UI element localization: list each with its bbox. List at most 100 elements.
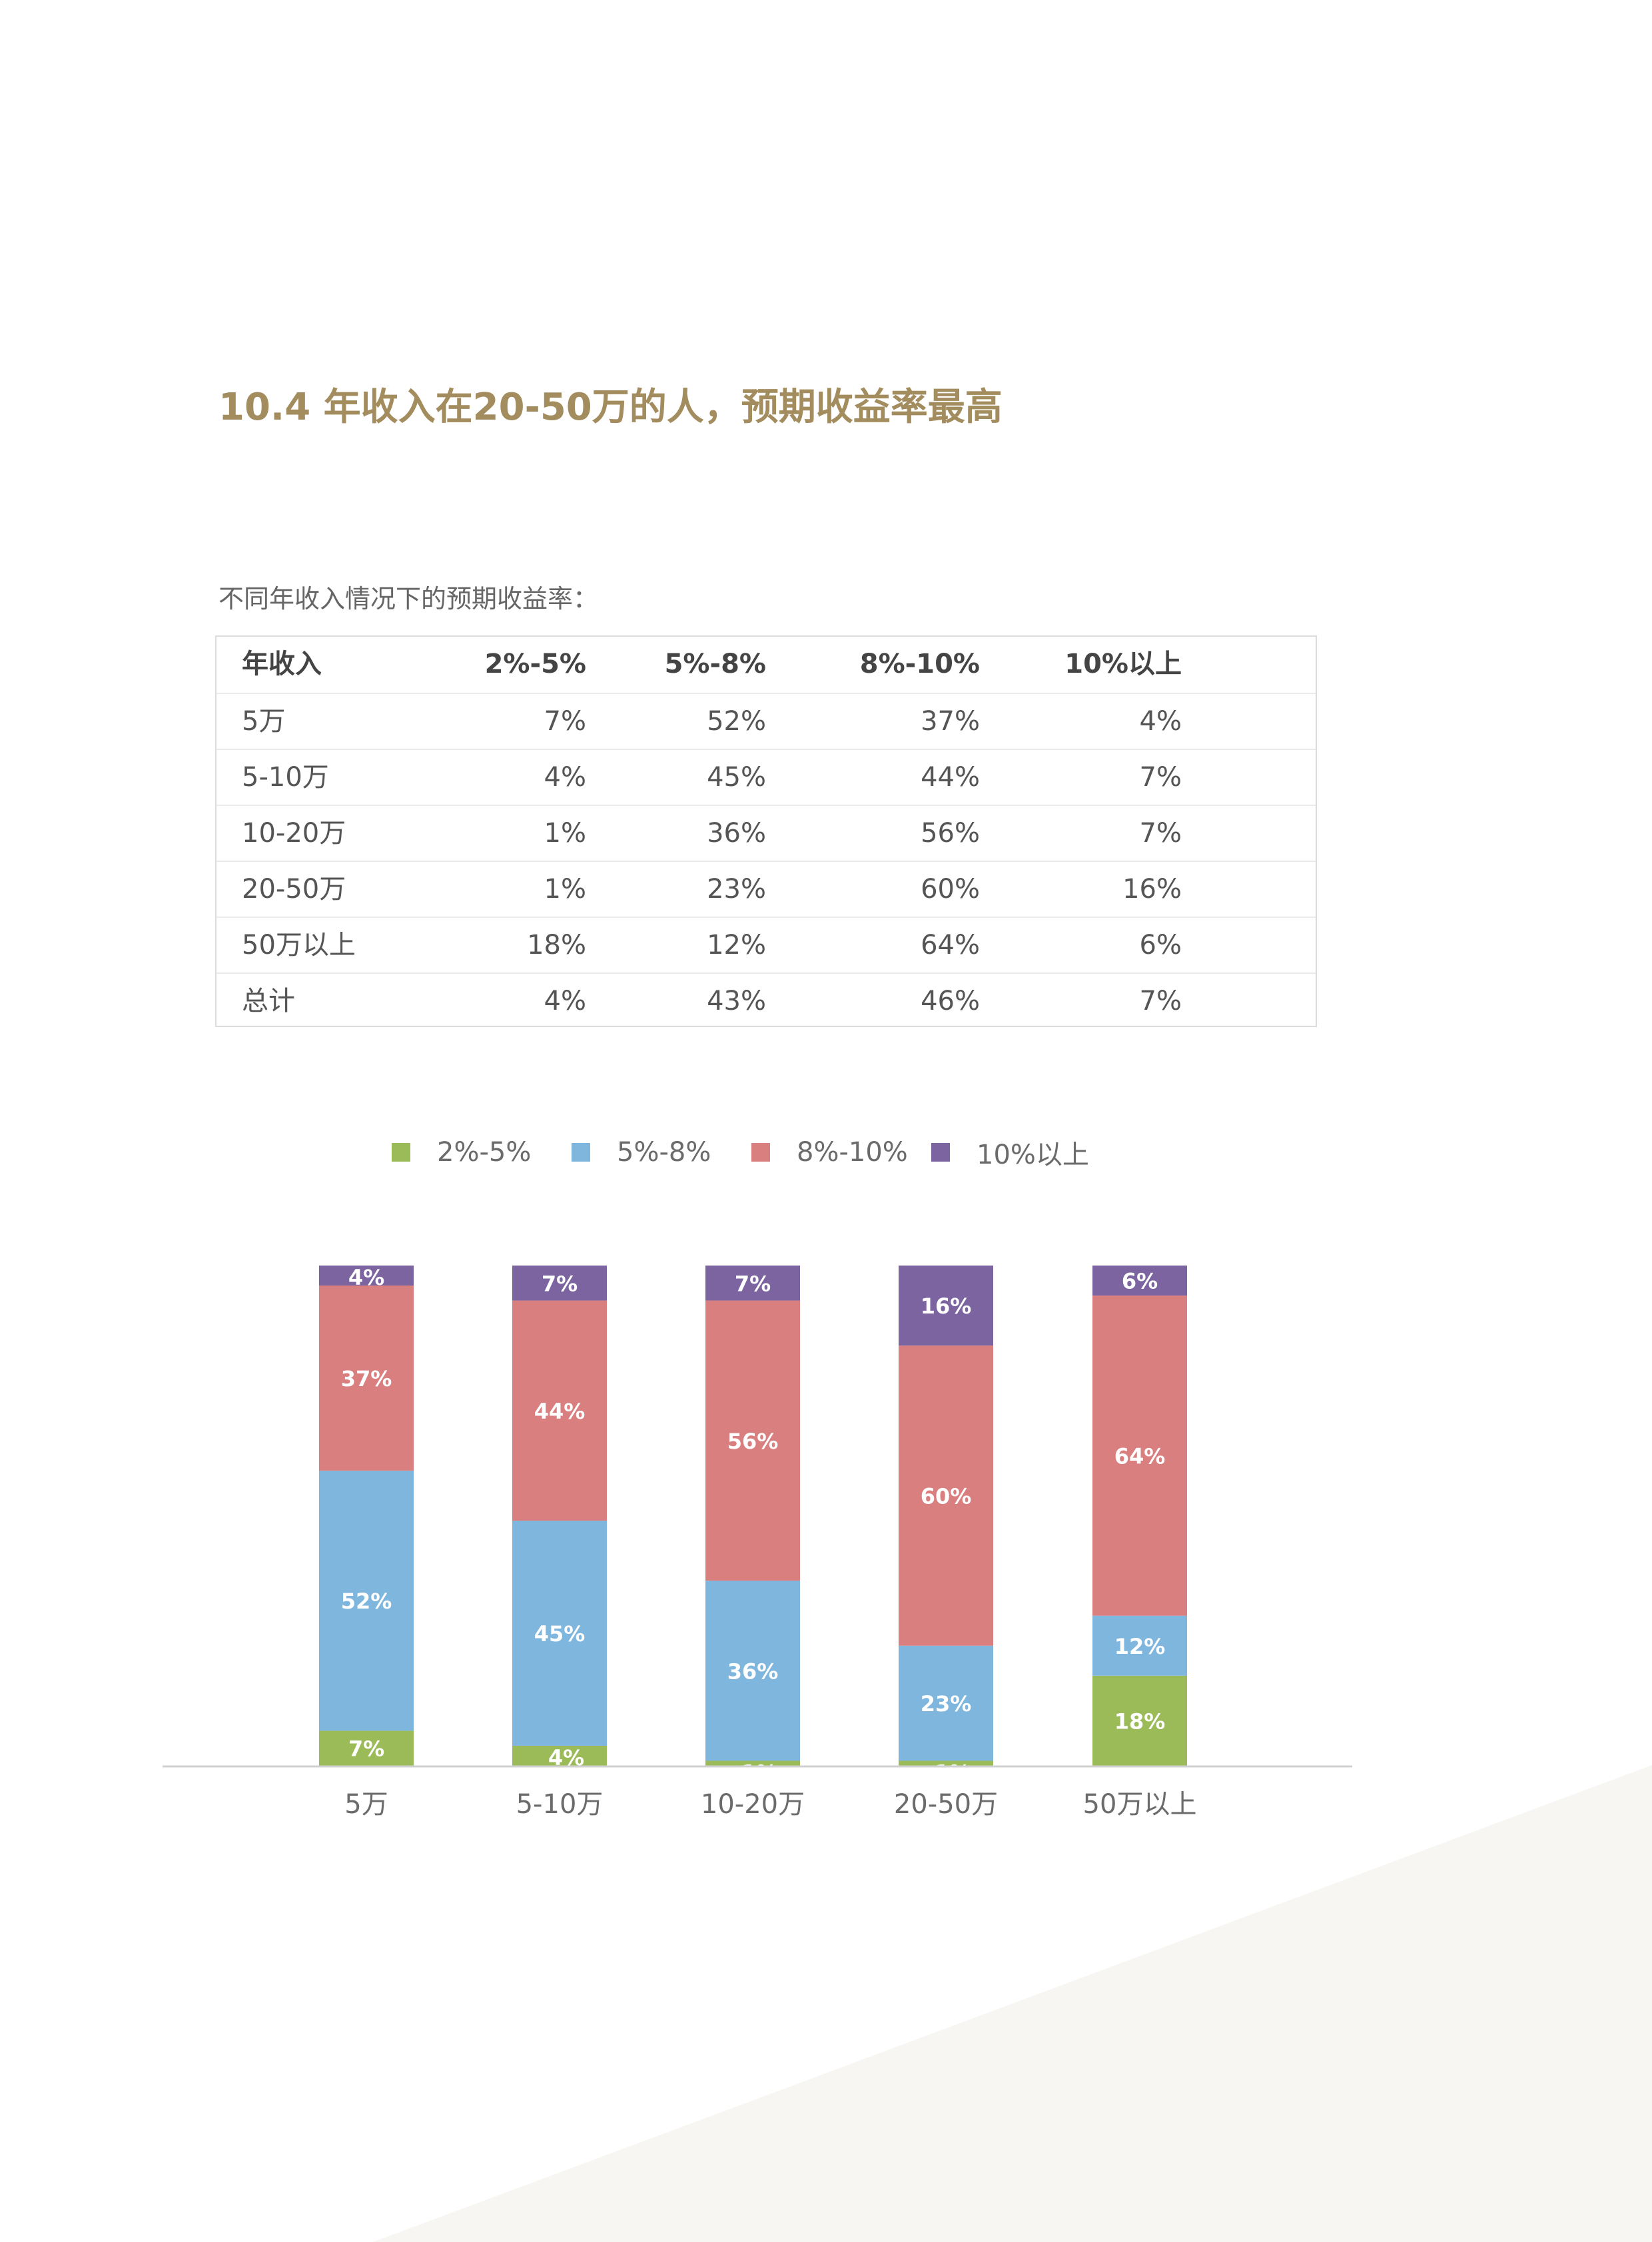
data-label: 1% — [741, 1760, 777, 1785]
data-label: 52% — [341, 1589, 392, 1614]
bar-segment-5-8 — [1092, 1615, 1187, 1676]
table-cell: 45% — [707, 762, 766, 793]
data-label: 44% — [534, 1399, 586, 1424]
x-tick-label: 50万以上 — [1083, 1789, 1197, 1820]
table-row: 5万 7% 52% 37% 4% — [216, 693, 1316, 749]
legend-swatch-8-10 — [751, 1143, 770, 1162]
row-label: 50万以上 — [242, 930, 356, 960]
row-label: 5-10万 — [242, 762, 329, 793]
table-cell: 37% — [921, 706, 980, 737]
x-tick-label: 10-20万 — [701, 1789, 805, 1820]
legend-item-10-plus: 10%以上 — [931, 1132, 1089, 1172]
row-label: 5万 — [242, 706, 286, 737]
legend-swatch-2-5 — [392, 1143, 410, 1162]
bar-segment-2-5 — [705, 1760, 800, 1766]
table-cell: 7% — [544, 706, 586, 737]
bar-stack: 1% 36% 56% 7% — [705, 1266, 800, 1785]
table-cell: 23% — [707, 874, 766, 905]
legend-label-2-5: 2%-5% — [437, 1137, 532, 1168]
table-row: 总计 4% 43% 46% 7% — [216, 972, 1316, 1028]
bar-segment-2-5 — [512, 1745, 607, 1766]
bar-stack: 18% 12% 64% 6% — [1092, 1266, 1187, 1766]
table-row: 50万以上 18% 12% 64% 6% — [216, 917, 1316, 972]
legend-label-8-10: 8%-10% — [797, 1137, 908, 1168]
table-cell: 56% — [921, 818, 980, 849]
page-title: 10.4 年收入在20-50万的人，预期收益率最高 — [218, 386, 1003, 429]
legend-swatch-5-8 — [572, 1143, 590, 1162]
data-label: 60% — [921, 1483, 972, 1509]
header-5-8: 5%-8% — [664, 649, 766, 679]
bar-segment-2-5 — [1092, 1675, 1187, 1766]
table-cell: 4% — [544, 986, 586, 1016]
legend-item-8-10: 8%-10% — [751, 1132, 908, 1172]
x-tick-label: 5万 — [344, 1789, 388, 1820]
data-label: 18% — [1114, 1708, 1166, 1734]
table-cell: 60% — [921, 874, 980, 905]
legend-item-2-5: 2%-5% — [392, 1132, 531, 1172]
bar-segment-8-10 — [319, 1286, 414, 1471]
bar-segment-10-plus — [1092, 1266, 1187, 1296]
header-income: 年收入 — [242, 649, 322, 679]
table-cell: 4% — [544, 762, 586, 793]
table-row: 20-50万 1% 23% 60% 16% — [216, 861, 1316, 917]
table-cell: 64% — [921, 930, 980, 960]
header-2-5: 2%-5% — [484, 649, 586, 679]
bar-segment-8-10 — [512, 1300, 607, 1521]
bar-segment-10-plus — [512, 1266, 607, 1301]
data-label: 64% — [1114, 1443, 1166, 1469]
bar-segment-2-5 — [899, 1760, 993, 1766]
table-cell: 52% — [707, 706, 766, 737]
table-row: 5-10万 4% 45% 44% 7% — [216, 749, 1316, 805]
header-8-10: 8%-10% — [859, 649, 980, 679]
table-cell: 7% — [1139, 986, 1182, 1016]
row-label: 20-50万 — [242, 874, 346, 905]
table-row: 10-20万 1% 36% 56% 7% — [216, 805, 1316, 861]
bar-segment-8-10 — [705, 1300, 800, 1581]
data-label: 6% — [1122, 1269, 1158, 1294]
data-label: 56% — [727, 1429, 779, 1454]
table-header-row: 年收入 2%-5% 5%-8% 8%-10% 10%以上 — [216, 637, 1316, 693]
data-label: 1% — [935, 1760, 971, 1785]
table-cell: 18% — [527, 930, 586, 960]
table-cell: 16% — [1122, 874, 1182, 905]
bar-segment-5-8 — [705, 1581, 800, 1761]
data-label: 12% — [1114, 1634, 1166, 1659]
data-label: 37% — [341, 1366, 392, 1391]
data-label: 16% — [921, 1294, 972, 1319]
table-cell: 1% — [544, 874, 586, 905]
bar-stack: 1% 23% 60% 16% — [899, 1266, 993, 1785]
bar-stack: 4%45%44%7% — [512, 1266, 607, 1770]
x-tick-label: 20-50万 — [894, 1789, 998, 1820]
bar-segment-5-8 — [899, 1645, 993, 1761]
bar-segment-10-plus — [705, 1266, 800, 1301]
header-10-plus: 10%以上 — [1064, 649, 1182, 679]
table-cell: 46% — [921, 986, 980, 1016]
table-cell: 4% — [1139, 706, 1182, 737]
data-label: 45% — [534, 1621, 586, 1647]
bar-segment-8-10 — [899, 1345, 993, 1646]
legend-item-5-8: 5%-8% — [572, 1132, 711, 1172]
table-cell: 43% — [707, 986, 766, 1016]
row-label: 总计 — [242, 986, 295, 1016]
legend-swatch-10-plus — [931, 1143, 950, 1162]
table-cell: 6% — [1139, 930, 1182, 960]
bar-segment-10-plus — [899, 1266, 993, 1346]
data-label: 36% — [727, 1659, 779, 1684]
data-label: 7% — [735, 1271, 771, 1296]
x-tick-label: 5-10万 — [516, 1789, 604, 1820]
bar-segment-10-plus — [319, 1266, 414, 1286]
bar-segment-5-8 — [319, 1470, 414, 1731]
data-label: 7% — [542, 1271, 578, 1296]
table-cell: 36% — [707, 818, 766, 849]
table-cell: 44% — [921, 762, 980, 793]
bar-segment-2-5 — [319, 1730, 414, 1766]
bar-segment-5-8 — [512, 1521, 607, 1746]
table-caption: 不同年收入情况下的预期收益率： — [218, 584, 599, 613]
legend-label-10-plus: 10%以上 — [977, 1140, 1089, 1170]
data-label: 23% — [921, 1691, 972, 1716]
table-cell: 12% — [707, 930, 766, 960]
bar-stack: 7% 52% 37% 4% — [319, 1265, 414, 1766]
row-label: 10-20万 — [242, 818, 346, 849]
yield-table: 年收入 2%-5% 5%-8% 8%-10% 10%以上 5万 7% 52% 3… — [215, 635, 1317, 1027]
